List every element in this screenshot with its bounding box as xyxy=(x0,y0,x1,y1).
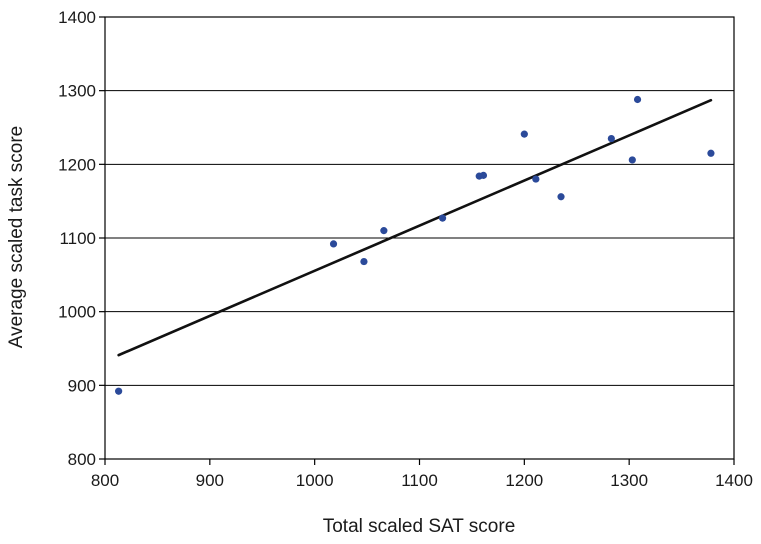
y-tick-label-1100: 1100 xyxy=(59,229,96,248)
x-tick-label-1100: 1100 xyxy=(401,471,438,490)
data-point-9 xyxy=(532,175,540,183)
data-point-10 xyxy=(557,193,565,201)
x-tick-label-900: 900 xyxy=(196,471,224,490)
data-point-14 xyxy=(707,149,715,157)
data-point-7 xyxy=(479,171,488,179)
x-tick-label-1300: 1300 xyxy=(610,471,648,490)
data-point-11 xyxy=(607,134,615,143)
tick-labels: 800 900 1000 1100 1200 1300 1400 800 900 1000 1100… xyxy=(58,8,753,490)
x-axis-title: Total scaled SAT score xyxy=(323,516,516,537)
data-points xyxy=(115,95,715,395)
data-point-13 xyxy=(633,95,642,104)
x-tick-label-1400: 1400 xyxy=(715,471,753,490)
data-point-1 xyxy=(115,387,123,395)
y-tick-label-1400: 1400 xyxy=(58,8,96,27)
data-point-4 xyxy=(380,227,388,235)
data-point-3 xyxy=(360,257,368,266)
trendline-layer xyxy=(117,98,713,357)
y-tick-label-1000: 1000 xyxy=(58,303,96,322)
x-tick-label-1000: 1000 xyxy=(296,471,334,490)
y-tick-label-800: 800 xyxy=(68,450,96,469)
y-tick-label-1300: 1300 xyxy=(58,82,96,101)
y-tick-label-900: 900 xyxy=(68,376,96,395)
trendline xyxy=(117,98,713,357)
y-tick-label-1200: 1200 xyxy=(58,155,96,174)
data-point-12 xyxy=(628,156,636,164)
x-tick-label-800: 800 xyxy=(91,471,119,490)
gridlines xyxy=(105,16,734,460)
data-point-8 xyxy=(520,130,528,138)
x-tick-label-1200: 1200 xyxy=(505,471,543,490)
data-point-5 xyxy=(438,214,447,222)
axes xyxy=(99,16,735,465)
data-point-2 xyxy=(329,240,338,248)
y-axis-title: Average scaled task score xyxy=(6,126,27,349)
